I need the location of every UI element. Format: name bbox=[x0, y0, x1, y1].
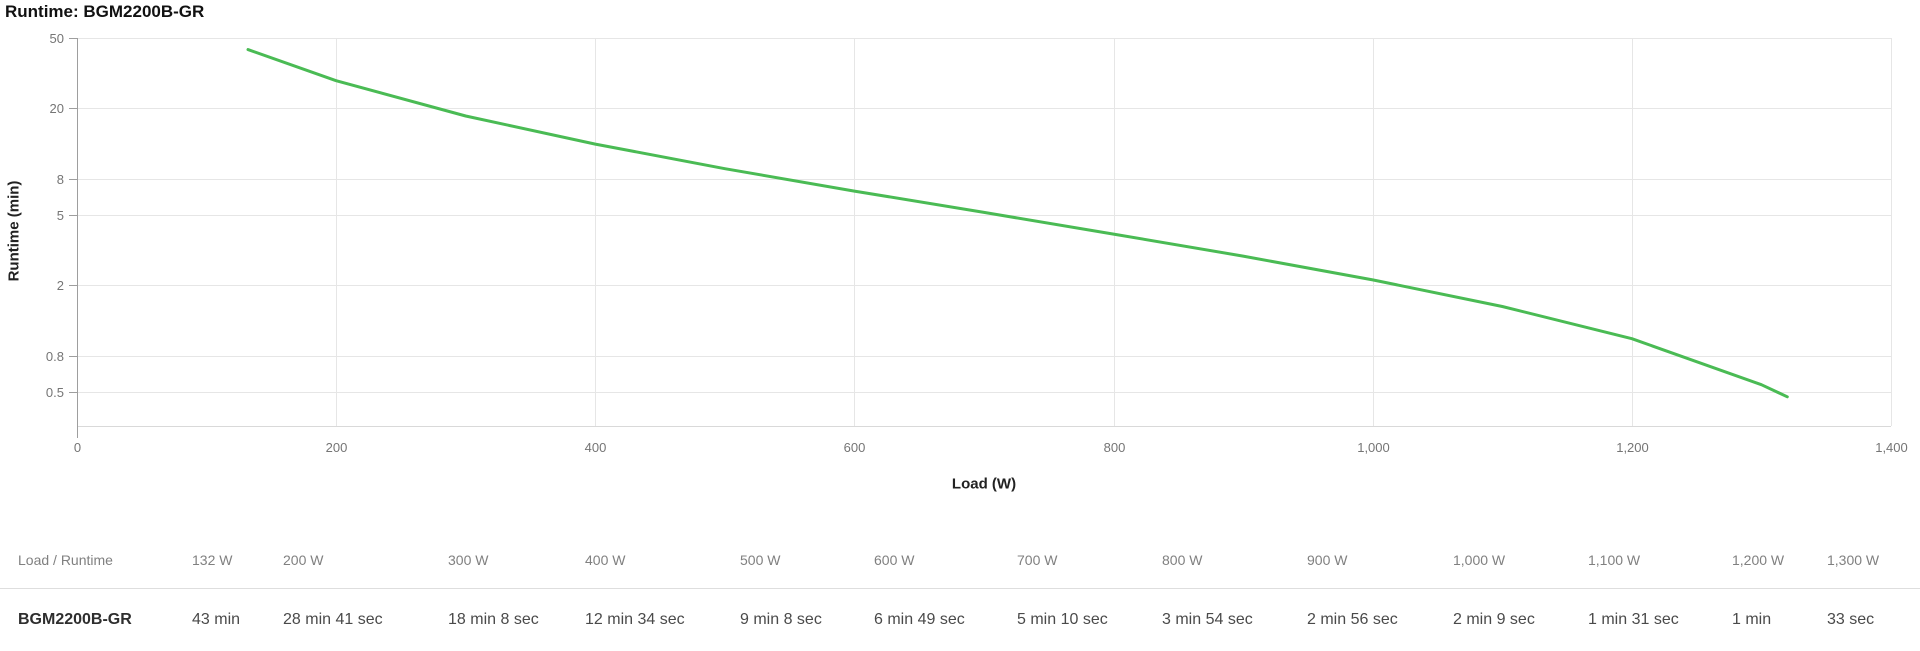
runtime-value: 1 min 31 sec bbox=[1588, 611, 1679, 628]
table-corner-label: Load / Runtime bbox=[18, 552, 113, 568]
runtime-value: 43 min bbox=[192, 611, 241, 628]
runtime-series-line[interactable] bbox=[246, 48, 1789, 399]
runtime-value: 2 min 56 sec bbox=[1307, 611, 1398, 628]
x-axis-title: Load (W) bbox=[951, 475, 1017, 493]
runtime-chart[interactable]: 50 20 8 5 2 0.8 0.5 0 200 400 600 800 1,000 1,200 1,40… bbox=[0, 0, 1920, 530]
x-tick-label: 400 bbox=[585, 440, 607, 455]
runtime-value: 3 min 54 sec bbox=[1162, 611, 1253, 628]
load-header: 400 W bbox=[585, 552, 626, 568]
model-name: BGM2200B-GR bbox=[18, 611, 132, 628]
runtime-value: 33 sec bbox=[1827, 611, 1875, 628]
runtime-table: Load / Runtime 132 W 200 W 300 W 400 W 5… bbox=[0, 532, 1920, 651]
load-header: 1,300 W bbox=[1827, 552, 1880, 568]
runtime-value: 9 min 8 sec bbox=[740, 611, 822, 628]
y-tick-label: 8 bbox=[57, 172, 64, 187]
table-data-row: BGM2200B-GR 43 min 28 min 41 sec 18 min … bbox=[0, 589, 1920, 651]
runtime-value: 28 min 41 sec bbox=[283, 611, 383, 628]
y-tick-label: 5 bbox=[57, 208, 64, 223]
x-tick-label: 600 bbox=[844, 440, 866, 455]
x-tick-label: 1,400 bbox=[1875, 440, 1908, 455]
runtime-value: 6 min 49 sec bbox=[874, 611, 965, 628]
chart-title: Runtime: BGM2200B-GR bbox=[5, 2, 205, 21]
load-header: 900 W bbox=[1307, 552, 1348, 568]
runtime-value: 2 min 9 sec bbox=[1453, 611, 1535, 628]
y-axis-title: Runtime (min) bbox=[5, 180, 23, 282]
load-header: 600 W bbox=[874, 552, 915, 568]
load-header: 1,000 W bbox=[1453, 552, 1506, 568]
x-tick-label: 1,200 bbox=[1616, 440, 1649, 455]
y-tick-label: 0.5 bbox=[46, 385, 64, 400]
x-tick-label: 200 bbox=[326, 440, 348, 455]
load-header: 132 W bbox=[192, 552, 233, 568]
load-header: 200 W bbox=[283, 552, 324, 568]
runtime-value: 1 min bbox=[1732, 611, 1772, 628]
x-tick-label: 0 bbox=[74, 440, 81, 455]
load-header: 300 W bbox=[448, 552, 489, 568]
load-header: 800 W bbox=[1162, 552, 1203, 568]
y-tick-label: 2 bbox=[57, 278, 64, 293]
y-tick-label: 20 bbox=[50, 101, 64, 116]
x-tick-label: 800 bbox=[1104, 440, 1126, 455]
load-header: 700 W bbox=[1017, 552, 1058, 568]
y-tick-label: 50 bbox=[50, 31, 64, 46]
runtime-value: 5 min 10 sec bbox=[1017, 611, 1108, 628]
load-header: 1,100 W bbox=[1588, 552, 1641, 568]
runtime-value: 18 min 8 sec bbox=[448, 611, 539, 628]
x-tick-label: 1,000 bbox=[1357, 440, 1390, 455]
runtime-value: 12 min 34 sec bbox=[585, 611, 685, 628]
runtime-chart-canvas[interactable]: 50 20 8 5 2 0.8 0.5 0 200 400 600 800 1,000 1,200 1,40… bbox=[0, 0, 1920, 530]
load-header: 500 W bbox=[740, 552, 781, 568]
y-tick-label: 0.8 bbox=[46, 349, 64, 364]
table-header-row: Load / Runtime 132 W 200 W 300 W 400 W 5… bbox=[0, 532, 1920, 589]
load-header: 1,200 W bbox=[1732, 552, 1785, 568]
